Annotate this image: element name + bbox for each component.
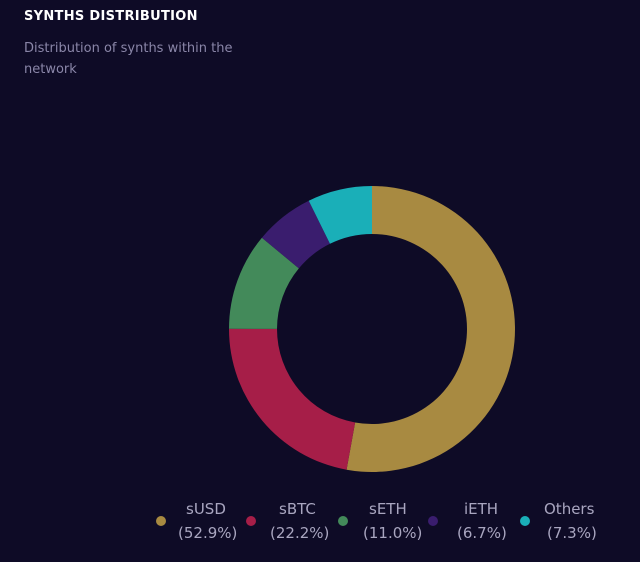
slice-ieth[interactable]: [261, 200, 330, 269]
legend-dot-icon: [156, 516, 166, 526]
slice-others[interactable]: [308, 186, 372, 244]
legend-label: sBTC: [279, 500, 316, 518]
donut-chart: [229, 186, 515, 472]
legend-label: Others: [544, 500, 595, 518]
chart-title: SYNTHS DISTRIBUTION: [24, 9, 198, 24]
chart-subtitle: Distribution of synths within the networ…: [24, 41, 233, 77]
legend-value: (52.9%): [178, 524, 238, 542]
legend-dot-icon: [246, 516, 256, 526]
legend-item-ieth[interactable]: iETH (6.7%): [422, 498, 542, 548]
slice-susd[interactable]: [346, 186, 515, 472]
legend-dot-icon: [428, 516, 438, 526]
legend-item-sbtc[interactable]: sBTC (22.2%): [240, 498, 360, 548]
legend-value: (6.7%): [457, 524, 507, 542]
legend-dot-icon: [338, 516, 348, 526]
legend-item-others[interactable]: Others (7.3%): [514, 498, 634, 548]
legend-item-seth[interactable]: sETH (11.0%): [332, 498, 452, 548]
legend-label: sETH: [369, 500, 407, 518]
slice-seth[interactable]: [229, 237, 299, 329]
legend-label: sUSD: [186, 500, 226, 518]
chart-legend: sUSD (52.9%) sBTC (22.2%) sETH (11.0%) i…: [0, 498, 640, 548]
slice-sbtc[interactable]: [229, 328, 356, 470]
legend-value: (11.0%): [363, 524, 423, 542]
legend-label: iETH: [464, 500, 499, 518]
legend-dot-icon: [520, 516, 530, 526]
legend-value: (7.3%): [547, 524, 597, 542]
legend-item-susd[interactable]: sUSD (52.9%): [150, 498, 270, 548]
legend-value: (22.2%): [270, 524, 330, 542]
